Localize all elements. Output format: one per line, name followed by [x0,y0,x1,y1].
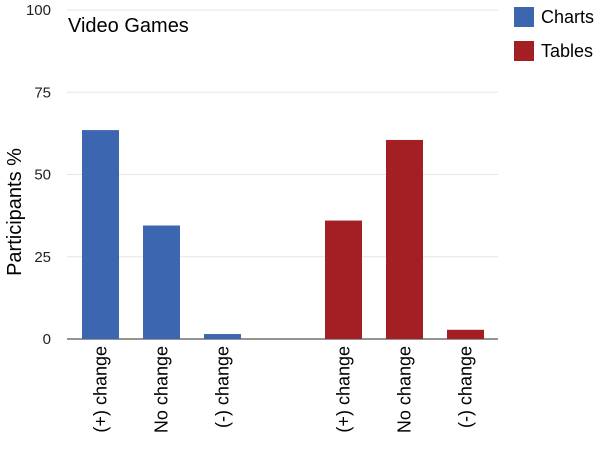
legend: Charts Tables [514,7,594,61]
x-axis-labels: (+) change No change (-) change (+) change N… [91,346,476,433]
bar-charts-1 [143,225,180,339]
y-axis-ticks: 0 25 50 75 100 [26,2,51,348]
legend-label: Tables [541,41,593,61]
bar-tables-0 [325,220,362,339]
y-tick-label: 25 [34,249,51,266]
x-tick-label: (-) change [456,346,476,428]
legend-swatch [514,7,534,27]
y-tick-label: 50 [34,167,51,184]
y-tick-label: 0 [43,331,51,348]
y-axis-title: Participants % [4,148,26,276]
legend-swatch [514,41,534,61]
x-tick-label: (+) change [334,346,354,433]
legend-label: Charts [541,7,594,27]
x-tick-label: (-) change [213,346,233,428]
y-tick-label: 75 [34,84,51,101]
bars [82,130,484,339]
chart-title: Video Games [68,15,189,37]
x-tick-label: (+) change [91,346,111,433]
bar-tables-2 [447,329,484,339]
bar-tables-1 [386,139,423,339]
gridlines [67,9,498,340]
x-tick-label: No change [152,346,172,433]
x-tick-label: No change [395,346,415,433]
y-tick-label: 100 [26,2,51,19]
bar-charts-2 [204,334,241,339]
bar-charts-0 [82,130,119,339]
